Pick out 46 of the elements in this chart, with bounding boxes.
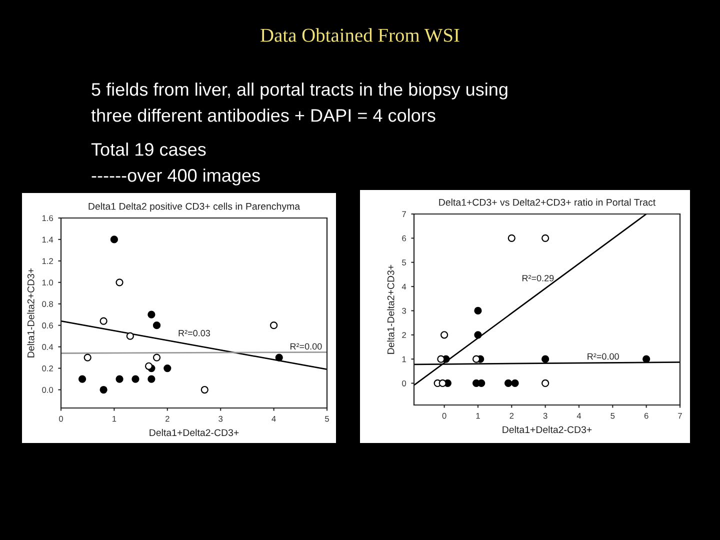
y-axis-title: Delta1-Delta2+CD3+: [27, 268, 34, 358]
y-tick-label: 6: [402, 235, 406, 242]
y-tick-label: 3: [402, 308, 406, 314]
x-tick-label: 2: [510, 412, 514, 419]
y-tick-label: 0: [402, 380, 406, 386]
y-tick-label: 1.0: [42, 280, 54, 286]
x-tick-label: 5: [610, 412, 615, 419]
annotation: R²=0.29: [522, 274, 554, 282]
x-tick-label: 3: [218, 416, 223, 422]
x-tick-label: 4: [576, 412, 582, 419]
x-tick-label: 7: [678, 412, 682, 419]
y-tick-label: 1.2: [42, 258, 53, 264]
y-tick-label: 0.0: [42, 386, 54, 393]
annotation: R²=0.00: [290, 343, 322, 350]
y-tick-label: 0.6: [42, 322, 53, 328]
x-tick-label: 2: [166, 416, 170, 422]
y-tick-label: 7: [402, 211, 406, 218]
text: Data Obtained From WSI: [260, 28, 460, 42]
x-tick-label: 4: [272, 416, 276, 422]
text: ------over 400 images: [92, 168, 260, 186]
text: 5 fields from liver, all portal tracts in the biopsy using: [92, 82, 508, 100]
y-tick-label: 1.6: [42, 215, 53, 222]
annotation: R²=0.03: [178, 330, 210, 336]
x-tick-label: 6: [644, 412, 648, 419]
chart-title: Delta1 Delta2 positive CD3+ cells in Parenchyma: [88, 202, 300, 212]
y-tick-label: 1.4: [42, 236, 54, 242]
y-tick-label: 5: [402, 260, 406, 266]
y-tick-label: 0.4: [42, 344, 54, 350]
x-tick-label: 3: [543, 412, 548, 419]
x-axis-title: Delta1+Delta2-CD3+: [150, 428, 239, 436]
y-tick-label: 1: [402, 356, 406, 362]
x-axis-title: Delta1+Delta2-CD3+: [502, 426, 592, 434]
y-tick-label: 0.2: [42, 365, 53, 372]
x-tick-label: 0: [59, 416, 63, 422]
y-axis-title: Delta1-Delta2+CD3+: [387, 264, 394, 354]
annotation: R²=0.00: [588, 353, 619, 360]
x-tick-label: 0: [442, 412, 446, 419]
y-tick-label: 0.8: [42, 301, 53, 307]
y-tick-label: 2: [402, 332, 406, 338]
x-tick-label: 1: [112, 416, 116, 422]
chart-title: Delta1+CD3+ vs Delta2+CD3+ ratio in Portal Tract: [439, 198, 656, 206]
x-tick-label: 5: [325, 416, 329, 422]
y-tick-label: 4: [402, 284, 406, 290]
text: three different antibodies + DAPI = 4 colors: [91, 108, 436, 122]
text: Total 19 cases: [91, 142, 206, 156]
x-tick-label: 1: [476, 412, 480, 419]
